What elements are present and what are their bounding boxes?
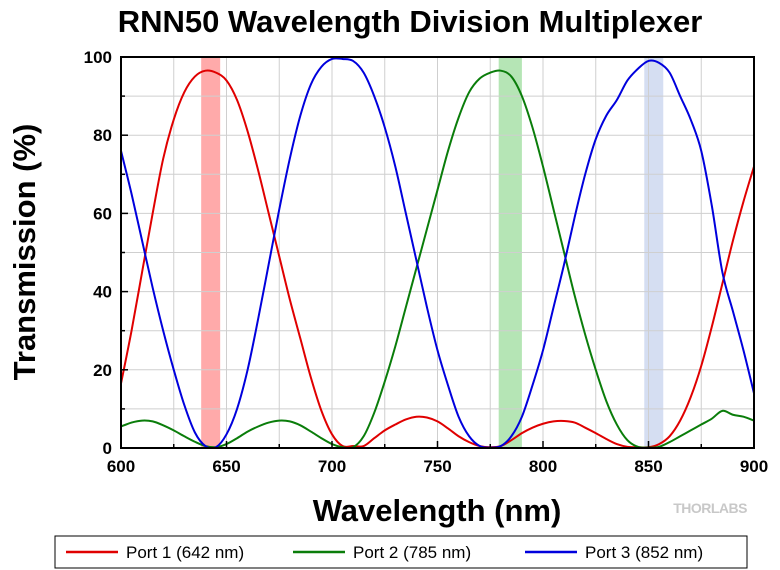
x-tick-labels: 600 650 700 750 800 850 900 <box>107 457 768 476</box>
y-tick-label: 20 <box>93 361 112 380</box>
legend-box <box>54 535 748 569</box>
x-tick-label: 650 <box>212 457 240 476</box>
thorlabs-watermark: THORLABS <box>673 500 747 516</box>
y-tick-labels: 0 20 40 60 80 100 <box>84 48 112 458</box>
legend-label-port-2: Port 2 (785 nm) <box>353 543 471 562</box>
legend-label-port-1: Port 1 (642 nm) <box>126 543 244 562</box>
legend-item-port-2: Port 2 (785 nm) <box>293 543 471 562</box>
y-axis-label: Transmission (%) <box>7 124 42 381</box>
legend-item-port-1: Port 1 (642 nm) <box>66 543 244 562</box>
x-tick-label: 750 <box>423 457 451 476</box>
y-tick-label: 60 <box>93 204 112 223</box>
legend-label-port-3: Port 3 (852 nm) <box>585 543 703 562</box>
y-tick-label: 80 <box>93 126 112 145</box>
axis-ticks <box>120 56 755 449</box>
x-tick-label: 700 <box>318 457 346 476</box>
x-axis-label: Wavelength (nm) <box>313 493 562 528</box>
x-tick-label: 850 <box>634 457 662 476</box>
y-tick-label: 100 <box>84 48 112 67</box>
y-tick-label: 40 <box>93 283 112 302</box>
x-tick-label: 600 <box>107 457 135 476</box>
x-tick-label: 800 <box>529 457 557 476</box>
chart-title: RNN50 Wavelength Division Multiplexer <box>118 4 703 39</box>
series-line-port-3 <box>121 57 754 448</box>
y-tick-label: 0 <box>103 439 112 458</box>
legend-item-port-3: Port 3 (852 nm) <box>525 543 703 562</box>
x-tick-label: 900 <box>740 457 768 476</box>
